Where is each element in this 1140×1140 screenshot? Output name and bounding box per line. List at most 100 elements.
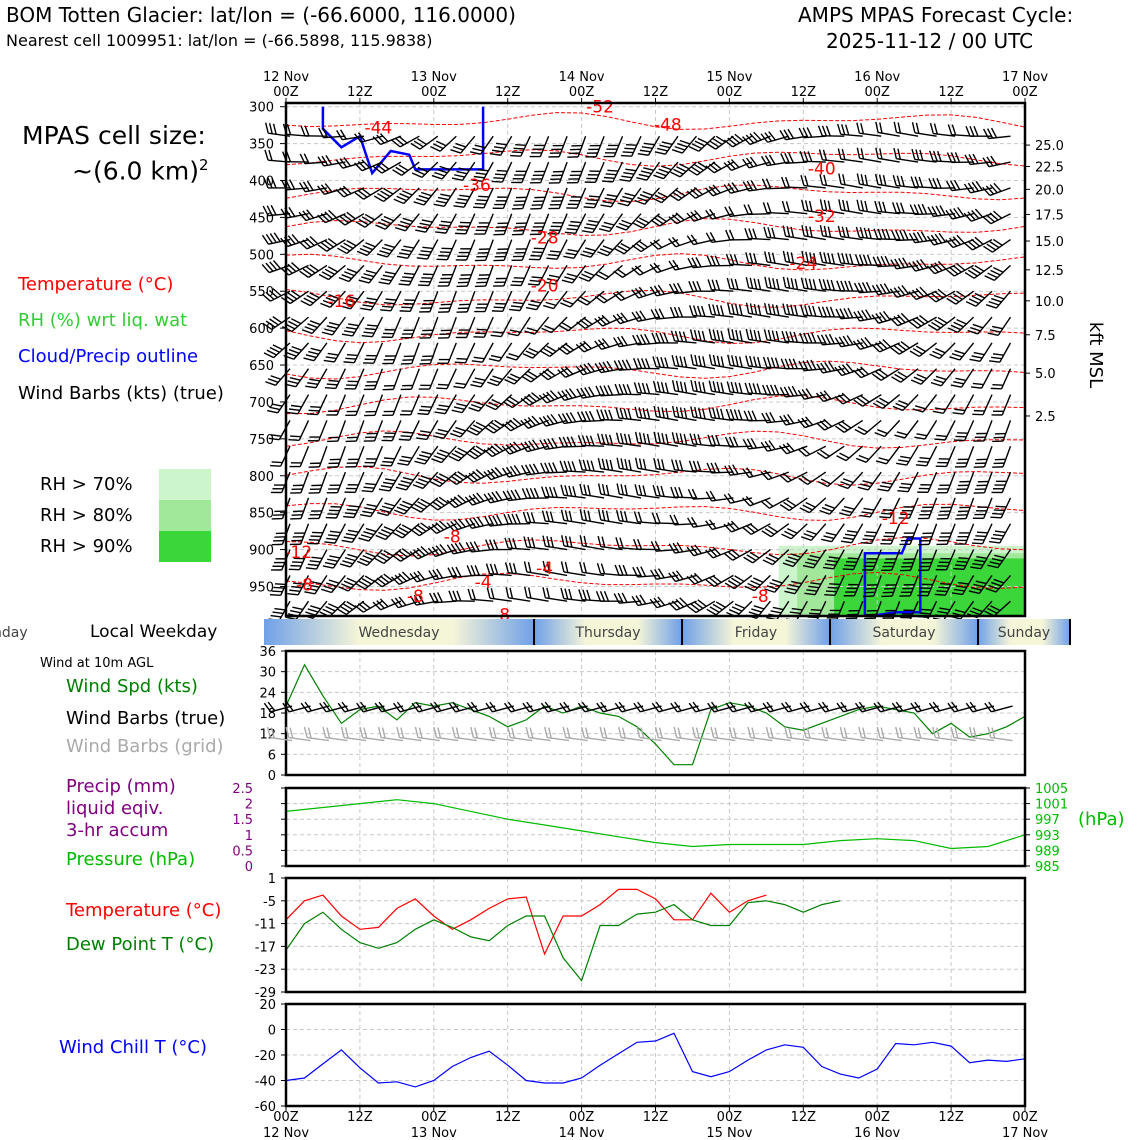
barb-feather	[565, 252, 577, 256]
barb-feather	[734, 603, 746, 609]
barb-feather	[459, 277, 471, 280]
barb-feather	[395, 166, 406, 174]
barb-feather	[435, 545, 444, 555]
barb-feather	[302, 239, 312, 248]
barb-feather	[827, 586, 839, 589]
barb-feather	[469, 541, 476, 552]
barb-feather	[329, 458, 341, 461]
barb-feather	[690, 234, 698, 245]
barb-feather	[638, 407, 643, 419]
barb-feather	[383, 550, 394, 557]
barb-feather	[566, 207, 578, 209]
barb-feather	[465, 518, 473, 529]
xs-wind-barb	[289, 523, 310, 546]
barb-feather	[804, 278, 809, 289]
barb-feather	[841, 252, 846, 264]
forecast-title: AMPS MPAS Forecast Cycle:	[798, 3, 1074, 27]
barb-feather	[786, 277, 791, 289]
barb-feather	[790, 553, 802, 558]
barb-feather	[435, 200, 447, 204]
barb-feather	[490, 468, 500, 478]
barb-feather	[712, 546, 721, 556]
barb-feather	[658, 308, 665, 319]
barb-feather	[384, 243, 395, 249]
barb-feather	[345, 414, 357, 416]
xs-wind-barb	[649, 262, 679, 274]
barb-feather	[776, 278, 780, 290]
xs-wind-barb	[597, 535, 623, 551]
barb-feather	[632, 566, 639, 578]
xs-wind-barb	[954, 445, 975, 468]
barb-feather	[665, 407, 669, 419]
barb-feather	[916, 259, 924, 270]
barb-feather	[392, 169, 403, 176]
barb-feather	[438, 496, 449, 504]
barb-feather	[383, 188, 394, 195]
barb-feather	[783, 501, 793, 509]
barb-feather	[633, 511, 639, 522]
barb-feather	[953, 381, 964, 385]
barb-feather	[686, 546, 695, 557]
barb-feather	[675, 598, 685, 608]
xs-wind-barb	[727, 354, 753, 370]
barb-feather	[579, 509, 584, 521]
xs-wind-barb	[726, 600, 753, 618]
barb-feather	[328, 379, 340, 382]
barb-feather	[822, 149, 828, 161]
barb-feather	[329, 530, 341, 534]
xs-wind-barb	[818, 149, 845, 163]
barb-feather	[861, 511, 873, 515]
barb-feather	[268, 150, 273, 161]
barb-feather	[304, 701, 313, 712]
barb-feather	[436, 568, 444, 579]
barb-feather	[720, 382, 725, 394]
barb-feather	[771, 579, 783, 584]
barb-feather	[841, 392, 851, 402]
xs-wind-barb	[706, 462, 734, 474]
barb-feather	[637, 538, 643, 550]
xs-wind-barb	[416, 420, 439, 441]
barb-feather	[583, 363, 592, 373]
barb-feather	[354, 162, 363, 172]
barb-feather	[597, 483, 602, 495]
xs-wind-barb	[321, 574, 346, 594]
barb-feather	[523, 418, 533, 428]
xs-wind-barb	[964, 264, 993, 279]
barb-feather	[937, 488, 949, 490]
barb-feather	[362, 554, 373, 561]
barb-feather	[728, 206, 735, 217]
xs-wind-barb	[984, 264, 1011, 282]
barb-feather	[779, 387, 787, 398]
barb-feather	[383, 573, 393, 582]
xs-wind-barb	[634, 431, 660, 447]
barb-feather	[934, 233, 943, 244]
barb-feather	[940, 506, 952, 509]
barb-feather	[597, 339, 606, 349]
barb-feather	[750, 438, 758, 449]
barb-feather	[308, 466, 320, 468]
barb-feather	[969, 358, 981, 363]
barb-feather	[809, 554, 821, 559]
xs-wind-barb	[782, 225, 808, 241]
barb-feather	[974, 559, 986, 563]
barb-feather	[551, 174, 563, 177]
surface-wind-barb-true	[263, 701, 293, 713]
barb-feather	[606, 360, 614, 371]
xs-wind-barb	[798, 471, 827, 485]
barb-feather	[380, 190, 391, 198]
barb-feather	[781, 533, 792, 540]
barb-feather	[692, 280, 698, 292]
barb-feather	[871, 343, 881, 353]
barb-feather	[743, 204, 750, 215]
barb-feather	[290, 290, 301, 298]
barb-feather	[619, 199, 631, 204]
xs-wind-barb	[471, 342, 494, 363]
barb-feather	[651, 332, 657, 344]
xs-wind-barb	[410, 522, 439, 537]
top-hour-label: 00Z	[569, 85, 595, 100]
cell-size-value: ~(6.0 km)2	[72, 156, 209, 186]
barb-feather	[878, 369, 889, 377]
barb-feather	[889, 317, 899, 327]
barb-feather	[824, 334, 831, 345]
xs-wind-barb	[449, 419, 476, 438]
